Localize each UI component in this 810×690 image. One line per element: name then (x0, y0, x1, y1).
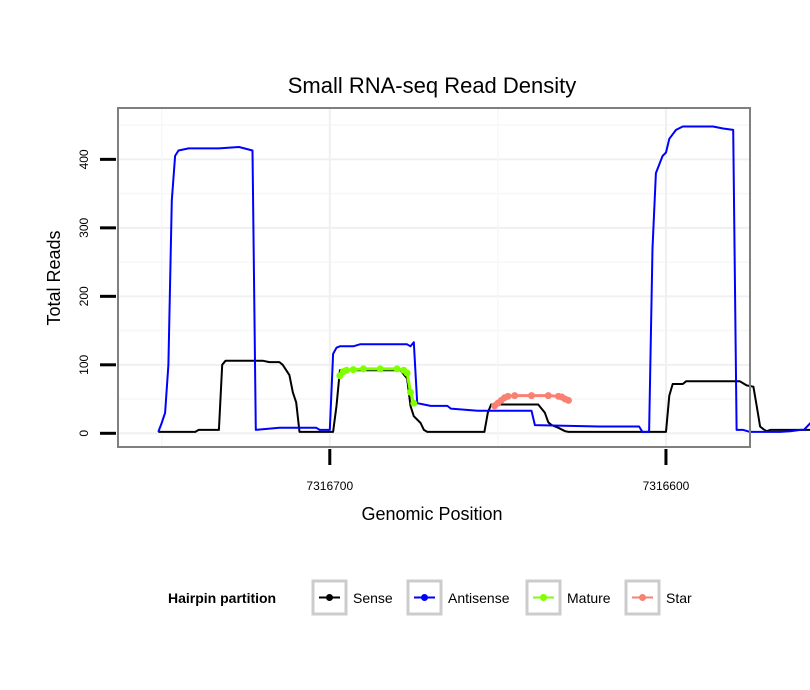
y-axis-title: Total Reads (44, 230, 64, 325)
x-tick-label: 7316600 (643, 479, 690, 493)
series-point-star (544, 392, 552, 400)
legend-title: Hairpin partition (168, 590, 276, 606)
series-line-sense (158, 359, 810, 433)
grid (118, 108, 750, 447)
series-line-antisense (157, 125, 810, 433)
legend-label-mature: Mature (567, 590, 611, 606)
legend-key-box (406, 579, 443, 616)
legend-label-antisense: Antisense (448, 590, 510, 606)
series-point-mature (343, 366, 351, 374)
series-point-mature (403, 369, 411, 377)
series-point-mature (393, 365, 401, 373)
series-point-mature (376, 365, 384, 373)
x-tick-label: 7316700 (306, 479, 353, 493)
series-point-star (527, 392, 535, 400)
y-tick-label: 200 (77, 286, 91, 306)
series-point-mature (349, 366, 357, 374)
y-tick-label: 100 (77, 354, 91, 374)
chart-title: Small RNA-seq Read Density (288, 73, 577, 98)
x-axis-title: Genomic Position (361, 504, 502, 524)
legend-label-sense: Sense (353, 590, 393, 606)
series-point-mature (410, 399, 418, 407)
y-tick-label: 300 (77, 217, 91, 237)
series-point-star (504, 392, 512, 400)
y-tick-label: 0 (77, 430, 91, 437)
legend-label-star: Star (666, 590, 692, 606)
legend-key-point (421, 594, 428, 601)
series-point-star (564, 396, 572, 404)
y-tick-label: 400 (77, 149, 91, 169)
legend-key-point (540, 594, 547, 601)
series-layer (157, 125, 810, 433)
series-point-mature (359, 365, 367, 373)
legend-key-point (326, 594, 333, 601)
legend-key-point (639, 594, 646, 601)
series-point-mature (406, 388, 414, 396)
legend: Hairpin partition Sense Antisense Mature St… (168, 579, 692, 616)
panel-border (117, 107, 751, 448)
legend-key-box (624, 579, 661, 616)
axes: 0 100 200 300 400 7316700 7316600 (77, 149, 690, 493)
series-point-star (511, 392, 519, 400)
plot-panel (118, 108, 750, 447)
